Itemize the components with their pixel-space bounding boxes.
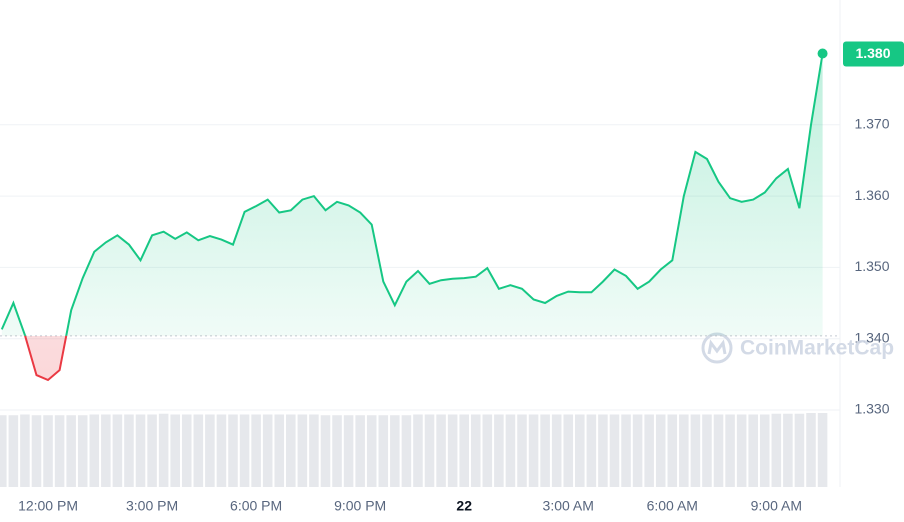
volume-bar [320, 415, 331, 487]
volume-bar [598, 414, 608, 487]
volume-bar [401, 415, 412, 487]
volume-bar [783, 413, 793, 487]
volume-bar [31, 415, 42, 487]
price-badge [843, 41, 904, 67]
volume-bar [679, 414, 689, 487]
volume-bar [575, 414, 585, 487]
volume-bar [366, 415, 377, 487]
volume-bar [343, 415, 354, 487]
volume-bar [447, 414, 458, 487]
volume-bar [482, 414, 493, 487]
volume-bar [8, 415, 19, 487]
volume-bar [690, 414, 701, 487]
x-tick-label: 3:00 PM [126, 498, 178, 514]
volume-bar [655, 414, 666, 487]
volume-bar [251, 414, 261, 487]
volume-bar [517, 414, 527, 487]
volume-bar [0, 415, 7, 487]
volume-bar [112, 414, 123, 487]
volume-bar [262, 414, 273, 487]
y-tick-label: 1.360 [854, 187, 889, 203]
volume-bar [436, 414, 446, 487]
volume-bar [644, 414, 654, 487]
volume-bar [390, 415, 400, 487]
price-label: 1.380 [855, 45, 890, 61]
volume-bar [609, 414, 620, 487]
volume-bar [216, 414, 227, 487]
volume-bar [759, 414, 770, 487]
area-up [1, 53, 823, 336]
volume-bar [621, 414, 631, 487]
volume-bar [736, 414, 747, 487]
volume-bar [20, 414, 30, 487]
volume-bar [193, 414, 204, 487]
watermark-logo [707, 339, 727, 355]
volume-bar [378, 415, 389, 487]
volume-bar [147, 414, 157, 487]
volume-bar [713, 414, 724, 487]
volume-bar [309, 414, 319, 487]
x-tick-label: 12:00 PM [18, 498, 78, 514]
volume-bar [124, 414, 134, 487]
volume-bar [470, 414, 481, 487]
price-line [0, 53, 824, 336]
volume-bar [771, 413, 782, 487]
volume-bar [540, 414, 550, 487]
volume-bar [355, 415, 365, 487]
volume-bar [494, 414, 504, 487]
volume-bar [297, 414, 308, 487]
volume-bar [424, 414, 435, 487]
x-tick-label: 6:00 PM [230, 498, 282, 514]
x-tick-label: 22 [456, 498, 472, 514]
volume-bar [806, 413, 816, 487]
volume-bar [794, 413, 805, 487]
volume-bar [228, 414, 238, 487]
volume-bar [77, 415, 88, 487]
volume-bar [274, 414, 285, 487]
volume-bar [135, 414, 146, 487]
volume-bar [748, 414, 758, 487]
volume-bar [54, 415, 65, 487]
volume-bar [817, 413, 828, 487]
y-tick-label: 1.330 [854, 401, 889, 417]
volume-bar [413, 414, 423, 487]
volume-bar [702, 414, 712, 487]
y-tick-label: 1.340 [854, 329, 889, 345]
volume-bar [181, 414, 192, 487]
volume-bar [170, 414, 180, 487]
volume-bar [205, 414, 215, 487]
watermark-text: CoinMarketCap [740, 337, 894, 360]
volume-bar [239, 414, 250, 487]
volume-bar [158, 413, 169, 487]
y-tick-label: 1.370 [854, 115, 889, 131]
x-tick-label: 3:00 AM [543, 498, 594, 514]
volume-bar [563, 414, 574, 487]
last-point [817, 48, 828, 59]
volume-bar [89, 414, 100, 487]
volume-bar [286, 414, 296, 487]
volume-bar [551, 414, 562, 487]
volume-bar [667, 414, 678, 487]
y-tick-label: 1.350 [854, 258, 889, 274]
x-tick-label: 9:00 AM [751, 498, 802, 514]
x-tick-label: 6:00 AM [647, 498, 698, 514]
volume-bar [528, 414, 539, 487]
volume-bar [459, 414, 469, 487]
x-tick-label: 9:00 PM [334, 498, 386, 514]
volume-bar [632, 414, 643, 487]
volume-bar [505, 414, 516, 487]
volume-bar [43, 415, 53, 487]
volume-bar [332, 415, 342, 487]
volume-bar [101, 414, 111, 487]
volume-bar [725, 414, 735, 487]
volume-bar [586, 414, 597, 487]
volume-bar [66, 415, 76, 487]
